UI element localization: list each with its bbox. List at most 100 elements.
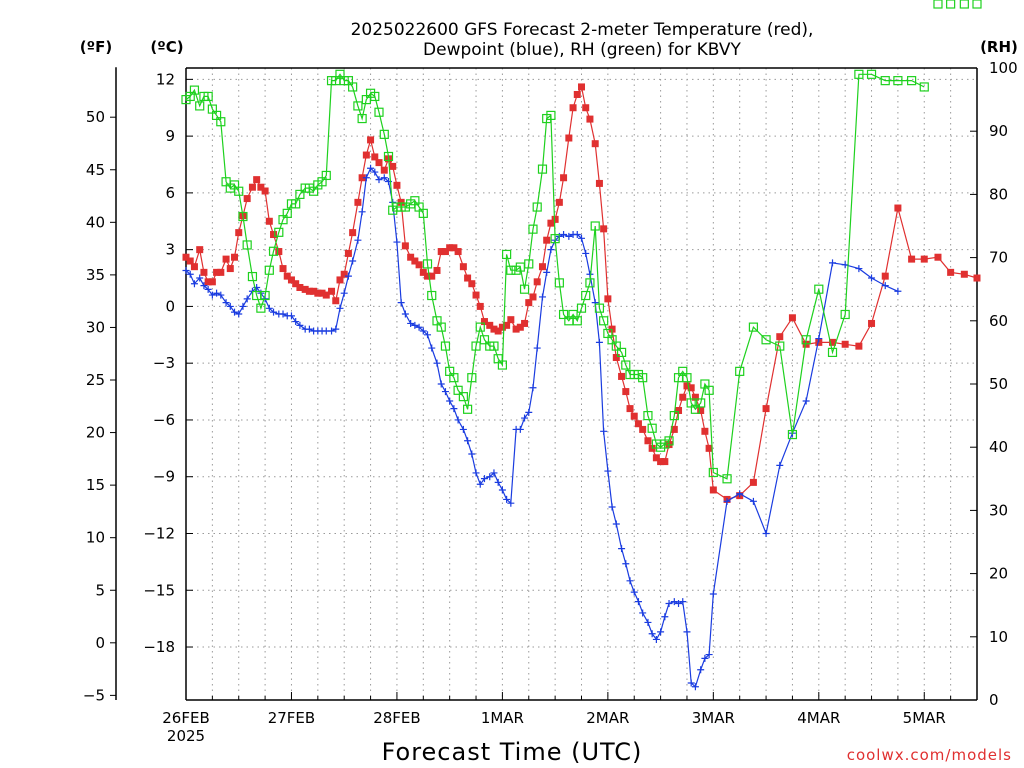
data-point (503, 321, 511, 329)
rh-unit-label: (RH) (980, 38, 1018, 56)
data-point (275, 248, 283, 256)
axes: 50454035302520151050−5129630−3−6−9−12−15… (83, 59, 1018, 745)
data-point (622, 388, 630, 396)
data-point (761, 335, 771, 345)
data-point (462, 404, 473, 414)
data-point (972, 0, 982, 9)
data-point (234, 186, 244, 196)
data-point (231, 308, 239, 316)
data-point (670, 598, 678, 606)
data-point (521, 319, 529, 327)
data-point (332, 297, 340, 305)
data-point (222, 255, 230, 263)
data-point (590, 221, 600, 231)
data-point (348, 82, 358, 92)
data-point (415, 261, 423, 269)
data-point (433, 266, 441, 274)
data-point (616, 347, 627, 357)
data-point (379, 129, 389, 139)
rh-tick-label: 70 (989, 249, 1008, 267)
data-point (182, 253, 190, 261)
data-point (411, 321, 419, 329)
data-point (599, 316, 609, 326)
series-2 (181, 0, 982, 484)
data-point (494, 327, 502, 335)
data-point (247, 271, 258, 282)
data-point (433, 359, 441, 367)
data-point (428, 272, 436, 280)
data-point (292, 280, 300, 288)
data-point (775, 341, 785, 351)
data-point (371, 168, 379, 176)
data-point (525, 408, 533, 416)
rh-tick-label: 60 (989, 312, 1008, 330)
fahrenheit-tick-label: 5 (95, 581, 105, 599)
data-point (502, 249, 512, 260)
data-point (204, 278, 212, 286)
data-point (934, 253, 942, 261)
data-point (270, 308, 278, 316)
data-point (235, 229, 243, 237)
data-point (683, 628, 691, 636)
data-point (687, 384, 695, 392)
data-point (459, 425, 467, 433)
data-point (618, 372, 626, 380)
data-point (362, 151, 370, 159)
data-point (679, 598, 687, 606)
celsius-tick-label: −3 (153, 354, 175, 372)
data-point (815, 335, 823, 343)
x-tick-label: 28FEB (373, 709, 420, 727)
fahrenheit-tick-label: 30 (86, 318, 105, 336)
data-point (204, 285, 212, 293)
data-point (776, 333, 784, 341)
fahrenheit-unit-label: (ºF) (80, 38, 112, 56)
data-point (217, 268, 225, 276)
x-tick-sublabel: 2025 (167, 727, 205, 745)
data-point (291, 199, 301, 209)
data-point (537, 164, 548, 174)
data-point (375, 159, 383, 167)
data-point (894, 204, 902, 212)
data-point (550, 234, 560, 244)
rh-tick-label: 80 (989, 185, 1008, 203)
x-axis-label: Forecast Time (UTC) (382, 738, 643, 766)
data-point (973, 274, 981, 282)
data-point (243, 295, 251, 303)
rh-tick-label: 40 (989, 438, 1008, 456)
data-point (349, 229, 357, 237)
data-point (182, 266, 190, 274)
data-point (490, 469, 498, 477)
data-point (475, 322, 485, 332)
data-point (231, 253, 239, 261)
data-point (336, 304, 344, 312)
data-point (490, 325, 498, 333)
fahrenheit-tick-label: 10 (86, 529, 105, 547)
data-point (894, 287, 902, 295)
data-point (419, 268, 427, 276)
data-point (787, 429, 798, 440)
fahrenheit-tick-label: 25 (86, 371, 105, 389)
data-point (328, 287, 336, 295)
data-point (594, 303, 605, 313)
fahrenheit-tick-label: 20 (86, 424, 105, 442)
data-point (380, 166, 388, 174)
data-point (476, 480, 484, 488)
x-tick-label: 5MAR (903, 709, 946, 727)
data-point (427, 290, 437, 301)
data-point (468, 280, 476, 288)
fahrenheit-tick-label: 15 (86, 476, 105, 494)
data-point (424, 272, 432, 280)
data-point (344, 272, 352, 280)
data-point (340, 270, 348, 278)
data-point (436, 322, 446, 332)
fahrenheit-tick-label: 40 (86, 213, 105, 231)
data-point (441, 248, 449, 256)
data-point (538, 293, 546, 301)
data-point (749, 478, 757, 486)
celsius-tick-label: 0 (165, 297, 175, 315)
data-point (621, 360, 631, 370)
data-point (471, 341, 481, 351)
data-point (814, 284, 824, 294)
data-point (644, 437, 652, 445)
data-point (634, 598, 642, 606)
